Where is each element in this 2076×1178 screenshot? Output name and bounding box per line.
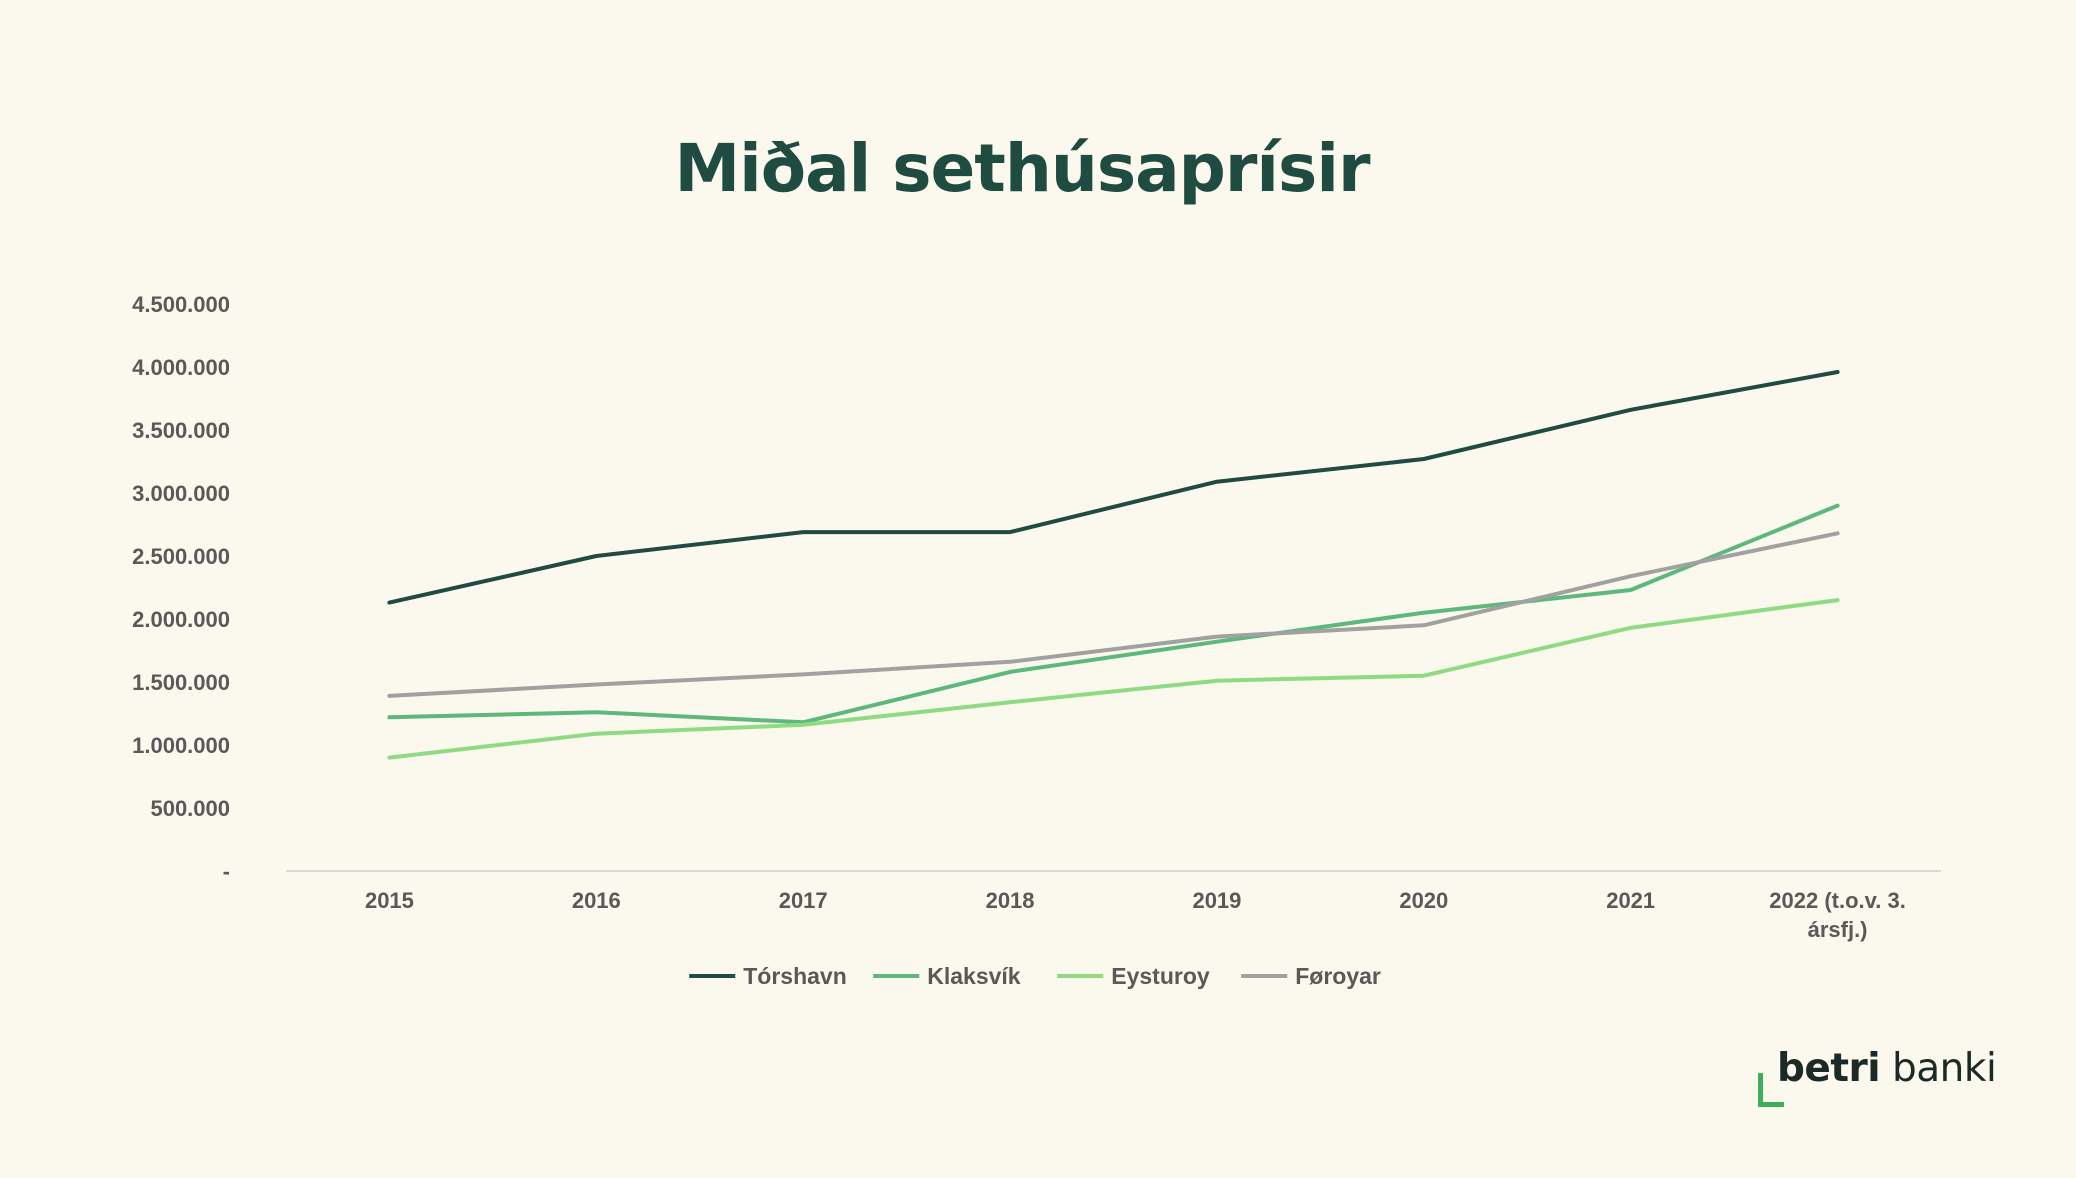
series-lines: [387, 370, 1840, 760]
legend-label: Tórshavn: [743, 963, 847, 989]
chart-title: Miðal sethúsaprísir: [674, 130, 1370, 207]
series-line-tórshavn: [387, 370, 1840, 605]
betri-banki-logo: betri banki: [1755, 1040, 2015, 1110]
x-tick-label: 2020: [1399, 888, 1448, 913]
logo-text-regular: banki: [1880, 1046, 1997, 1091]
series-line-føroyar: [387, 531, 1840, 698]
series-line-eysturoy: [387, 598, 1840, 760]
logo-text: betri banki: [1777, 1046, 1997, 1091]
chart-legend: Tórshavn Klaksvík Eysturoy Føroyar: [689, 963, 1381, 989]
series-line-klaksvík: [387, 503, 1840, 725]
x-axis-tick-labels: 2015 2016 2017 2018 2019 2020 2021 2022 (t.o.v.…: [365, 888, 1906, 942]
x-tick-label: 2019: [1192, 888, 1241, 913]
legend-label: Eysturoy: [1111, 963, 1210, 989]
legend-label: Klaksvík: [927, 963, 1021, 989]
logo-text-bold: betri: [1777, 1046, 1881, 1091]
x-tick-label: 2021: [1606, 888, 1655, 913]
y-tick-label: 4.500.000: [132, 292, 230, 317]
x-tick-label: 2016: [572, 888, 621, 913]
y-tick-label: 2.000.000: [132, 607, 230, 632]
y-tick-label: -: [223, 859, 230, 884]
y-tick-label: 1.500.000: [132, 670, 230, 695]
legend-label: Føroyar: [1295, 963, 1381, 989]
x-tick-label: 2018: [986, 888, 1035, 913]
y-tick-label: 4.000.000: [132, 355, 230, 380]
line-chart: - 500.000 1.000.000 1.500.000 2.000.000 2.500…: [132, 292, 1941, 989]
x-tick-label: 2015: [365, 888, 414, 913]
y-tick-label: 3.500.000: [132, 418, 230, 443]
x-tick-label: 2022 (t.o.v. 3. ársfj.): [1769, 888, 1906, 942]
y-tick-label: 2.500.000: [132, 544, 230, 569]
y-tick-label: 3.000.000: [132, 481, 230, 506]
logo-corner-mark: [1758, 1073, 1784, 1107]
y-axis-tick-labels: - 500.000 1.000.000 1.500.000 2.000.000 2.500…: [132, 292, 230, 884]
y-tick-label: 500.000: [150, 796, 230, 821]
y-tick-label: 1.000.000: [132, 733, 230, 758]
x-tick-label: 2017: [779, 888, 828, 913]
